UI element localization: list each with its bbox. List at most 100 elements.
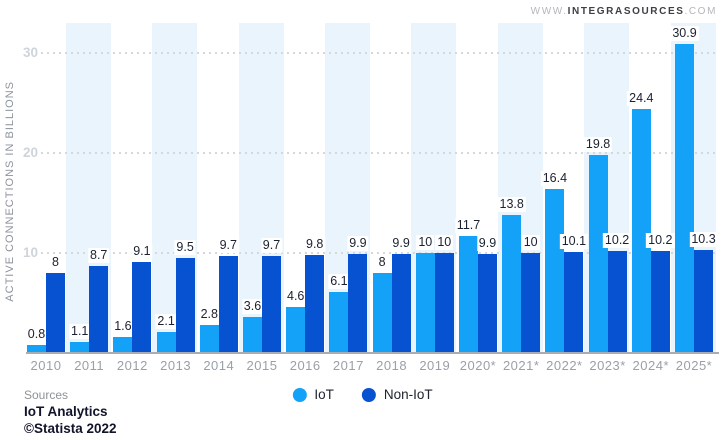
bar-iot <box>372 273 392 353</box>
bar-non-iot <box>434 253 454 353</box>
x-axis-label-2023: 2023* <box>589 358 626 373</box>
legend-label-iot: IoT <box>314 387 334 402</box>
value-label-non-iot: 10.1 <box>559 234 589 249</box>
x-axis-label-2011: 2011 <box>74 358 105 373</box>
website-url: WWW.INTEGRASOURCES.COM <box>531 6 717 17</box>
url-prefix: WWW. <box>530 6 568 17</box>
x-axis-label-2021: 2021* <box>502 358 540 373</box>
gridline-10 <box>41 252 719 254</box>
bar-non-iot <box>478 254 497 353</box>
url-suffix: .COM <box>684 6 717 17</box>
value-label-non-iot: 9.7 <box>217 238 239 253</box>
value-label-non-iot: 8 <box>50 255 61 270</box>
bar-iot <box>415 253 435 353</box>
copyright: ©Statista 2022 <box>24 421 117 436</box>
legend-dot-iot-icon <box>292 387 307 402</box>
x-axis-label-2020: 2020* <box>459 358 497 373</box>
value-label-non-iot: 9.1 <box>131 244 153 259</box>
bar-iot <box>243 317 262 353</box>
gridline-20 <box>41 152 719 154</box>
x-axis-label-2018: 2018 <box>376 358 408 373</box>
bar-iot <box>199 325 219 353</box>
value-label-non-iot: 10.2 <box>646 233 675 248</box>
x-axis-label-2025: 2025* <box>675 358 713 373</box>
x-axis-label-2015: 2015 <box>246 358 278 373</box>
x-axis-label-2014: 2014 <box>203 358 235 373</box>
bar-iot <box>459 236 478 353</box>
bar-iot <box>70 342 90 353</box>
value-label-non-iot: 10.3 <box>689 232 718 247</box>
y-axis-title: ACTIVE CONNECTIONS IN BILLIONS <box>4 80 16 302</box>
value-label-iot: 0.8 <box>25 327 48 342</box>
value-label-iot: 13.8 <box>497 197 526 212</box>
value-label-non-iot: 9.7 <box>260 238 283 253</box>
value-label-non-iot: 10 <box>521 235 540 250</box>
value-label-iot: 1.6 <box>112 319 134 334</box>
x-axis-label-2022: 2022* <box>546 358 583 373</box>
bar-non-iot <box>348 254 368 353</box>
value-label-non-iot: 9.8 <box>303 237 326 252</box>
bar-non-iot <box>694 250 713 353</box>
x-axis-label-2013: 2013 <box>160 358 192 373</box>
sources-label: Sources <box>24 388 69 402</box>
value-label-iot: 16.4 <box>540 171 570 186</box>
bar-iot <box>675 44 694 353</box>
bar-iot <box>631 109 651 353</box>
bar-iot <box>502 215 522 353</box>
bar-iot <box>286 307 306 353</box>
bar-non-iot <box>564 252 584 353</box>
value-label-iot: 11.7 <box>454 218 483 233</box>
bar-non-iot <box>46 273 65 353</box>
value-label-non-iot: 10.2 <box>602 233 632 248</box>
x-axis-line <box>26 352 719 354</box>
value-label-iot: 1.1 <box>68 324 91 339</box>
bar-non-iot <box>89 266 109 353</box>
value-label-non-iot: 9.9 <box>476 236 499 251</box>
y-axis-title-wrap: ACTIVE CONNECTIONS IN BILLIONS <box>2 45 18 337</box>
value-label-iot: 3.6 <box>241 299 264 314</box>
bar-non-iot <box>132 262 152 353</box>
value-label-iot: 4.6 <box>284 289 307 304</box>
bar-non-iot <box>305 255 325 353</box>
x-axis-label-2017: 2017 <box>332 358 364 373</box>
y-tick-20: 20 <box>22 145 38 160</box>
x-axis-label-2012: 2012 <box>116 358 148 373</box>
bar-iot <box>113 337 133 353</box>
plot-area: 0.8 8 1.1 8.7 1.6 9.1 2.1 9.5 2.8 9.7 3.6 9.7 4.6 9.8… <box>25 0 719 353</box>
url-brand: INTEGRASOURCES <box>567 6 685 17</box>
source-name: IoT Analytics <box>24 404 108 419</box>
value-label-non-iot: 10 <box>435 235 454 250</box>
value-label-non-iot: 9.9 <box>390 236 412 251</box>
bar-iot <box>545 189 565 353</box>
x-axis-label-2016: 2016 <box>289 358 321 373</box>
legend-item-non-iot: Non-IoT <box>361 387 433 402</box>
y-tick-10: 10 <box>22 245 38 260</box>
bar-iot <box>156 332 176 353</box>
value-label-non-iot: 8.7 <box>87 248 110 263</box>
bar-iot <box>588 155 608 353</box>
value-label-non-iot: 9.9 <box>347 236 369 251</box>
legend-dot-non-iot-icon <box>361 387 376 402</box>
bar-non-iot <box>607 251 627 353</box>
legend-label-non-iot: Non-IoT <box>383 387 433 402</box>
bar-iot <box>27 345 46 353</box>
x-axis-label-2010: 2010 <box>30 358 62 373</box>
value-label-iot: 2.1 <box>155 314 177 329</box>
value-label-iot: 24.4 <box>627 91 656 106</box>
bar-non-iot <box>262 256 281 353</box>
x-axis-label-2019: 2019 <box>419 358 451 373</box>
value-label-iot: 8 <box>376 255 388 270</box>
bar-non-iot <box>218 256 238 353</box>
value-label-iot: 10 <box>416 235 435 250</box>
bar-non-iot <box>521 253 541 353</box>
bar-non-iot <box>391 254 411 353</box>
value-label-iot: 30.9 <box>670 26 699 41</box>
value-label-iot: 2.8 <box>198 307 220 322</box>
gridline-30 <box>41 52 719 54</box>
bar-non-iot <box>650 251 670 353</box>
bar-non-iot <box>175 258 195 353</box>
legend-item-iot: IoT <box>292 387 334 402</box>
y-tick-30: 30 <box>22 45 38 60</box>
bar-iot <box>329 292 349 353</box>
